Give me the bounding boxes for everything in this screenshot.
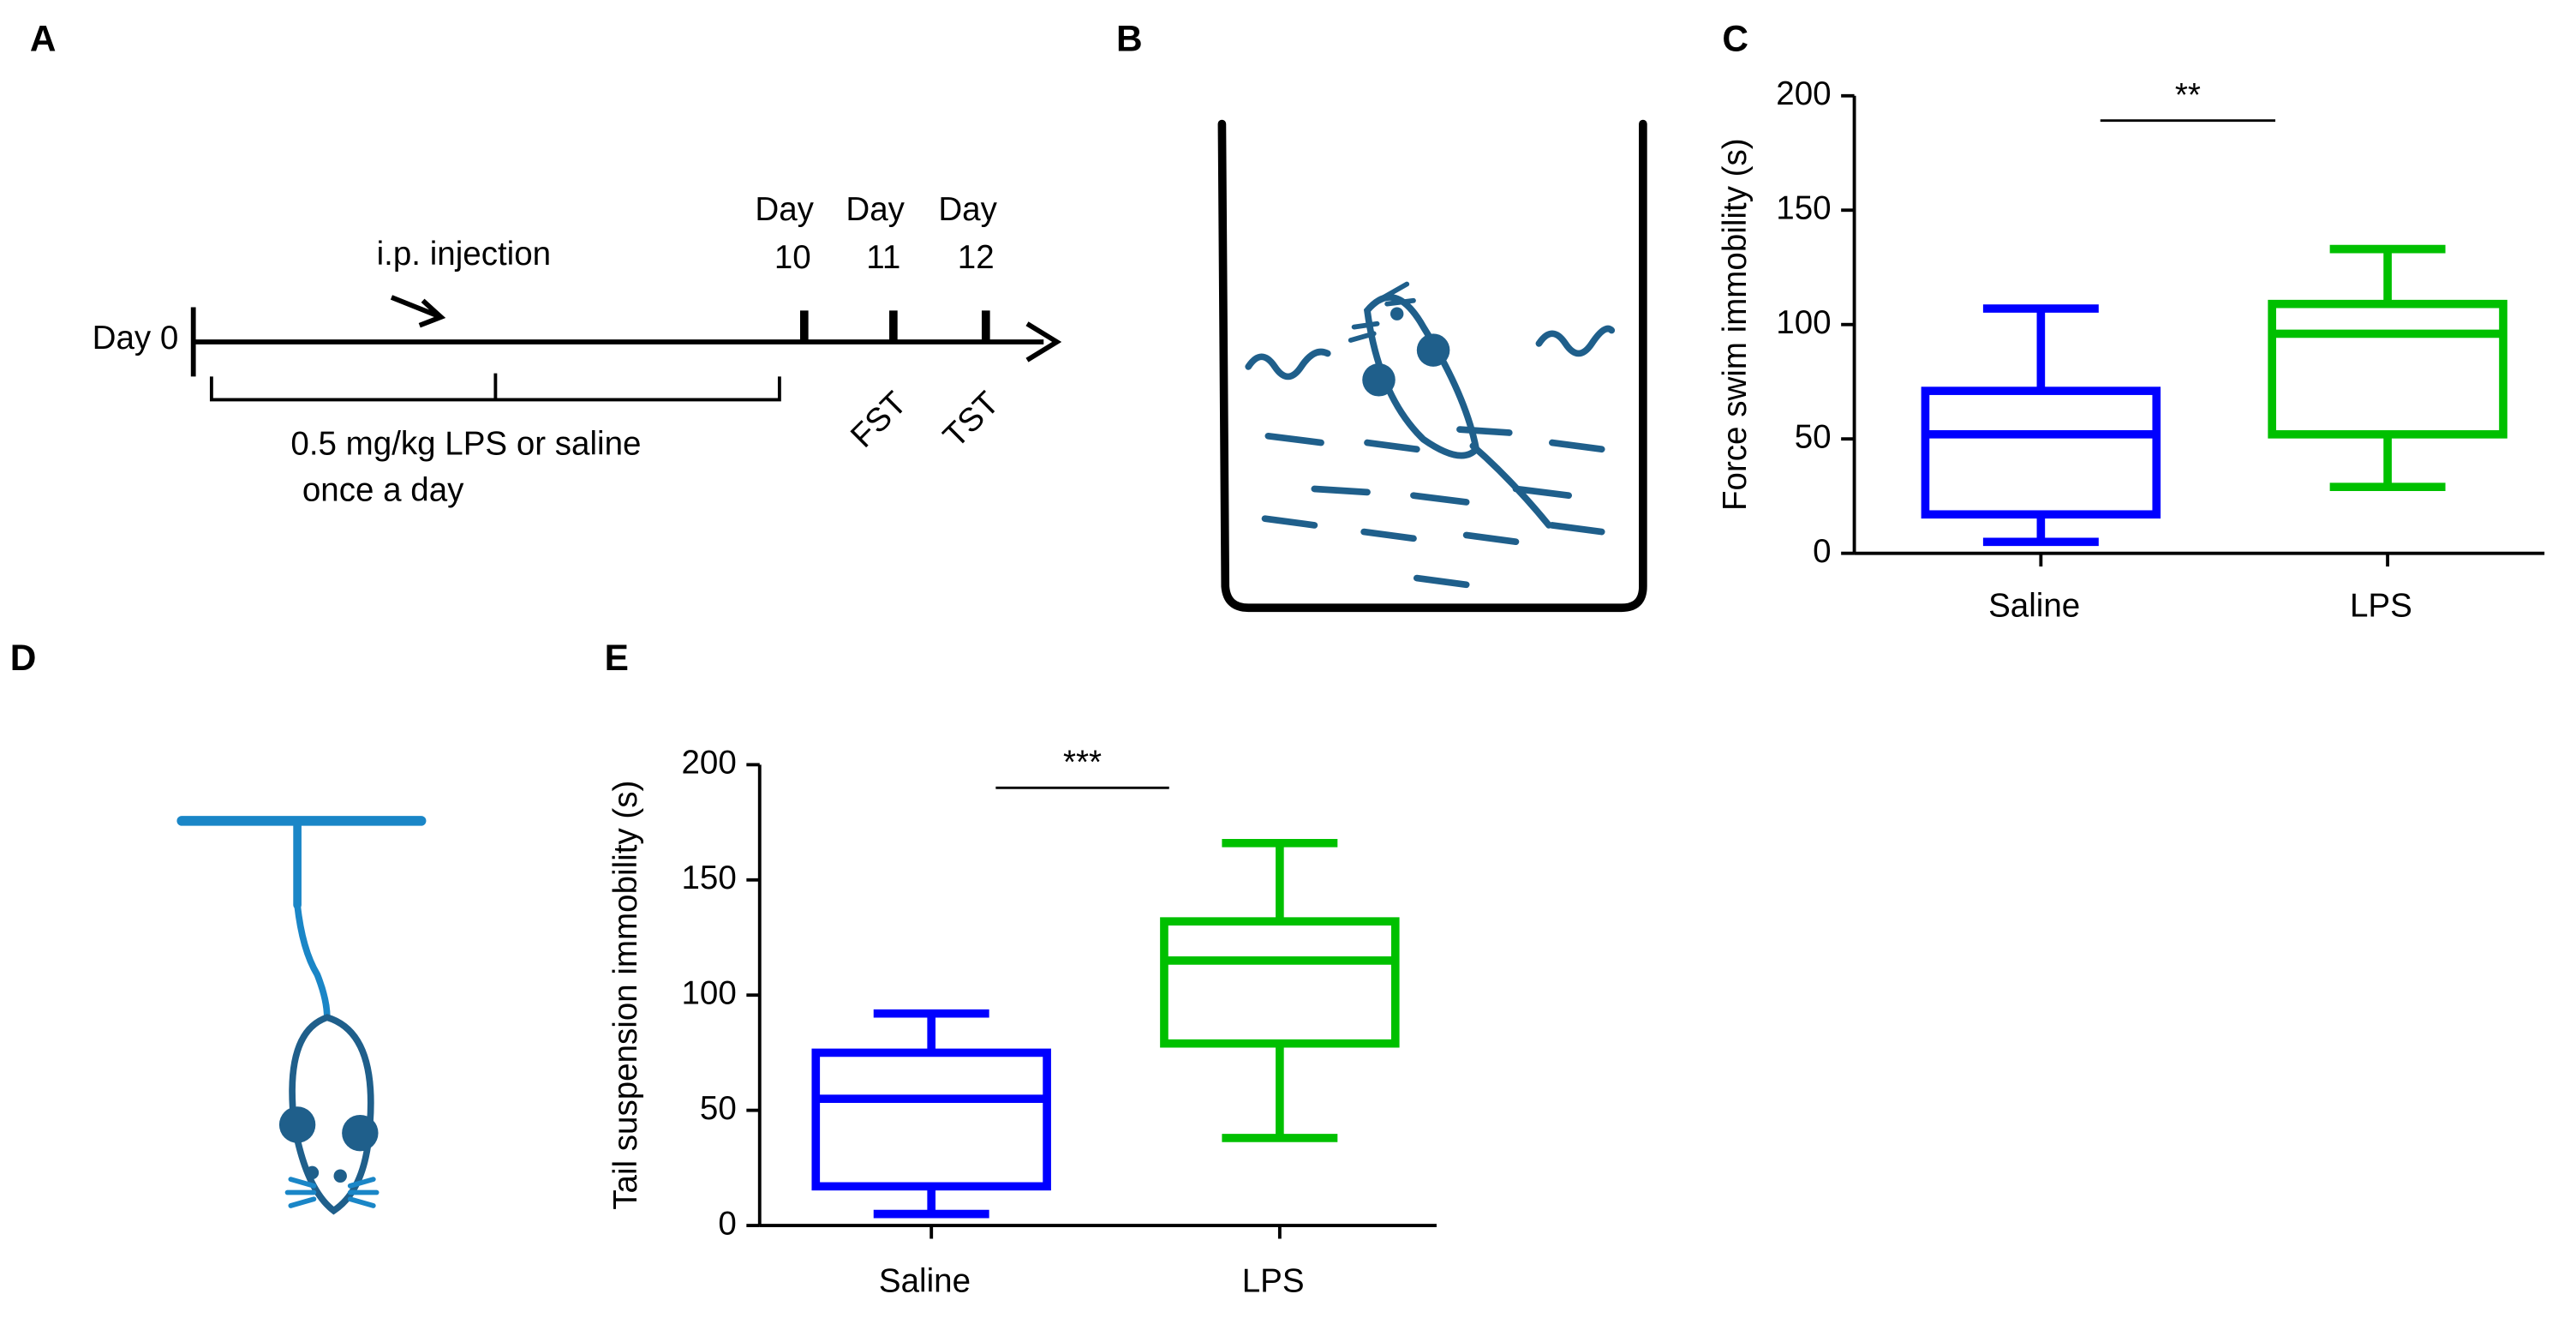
y-tick-label: 150	[681, 860, 736, 896]
x-tick-label: Saline	[1988, 587, 2080, 624]
y-tick-label: 0	[718, 1205, 736, 1242]
timeline	[190, 295, 1062, 402]
arrow-head	[1025, 321, 1062, 362]
tail-illustration	[176, 816, 427, 1215]
significance-label: **	[2175, 77, 2201, 114]
box	[1160, 917, 1400, 1048]
x-tick-label: LPS	[1242, 1263, 1305, 1300]
bracket	[209, 373, 781, 402]
wave	[1245, 348, 1331, 380]
panel-label: E	[605, 638, 629, 678]
treatment-label: once a day	[302, 472, 464, 509]
x-tick-label: Saline	[879, 1263, 971, 1300]
day-label: 10	[774, 239, 811, 276]
mouse-eye	[333, 1169, 347, 1183]
swim-illustration	[1217, 119, 1647, 613]
day-label: Day 0	[93, 320, 179, 356]
y-tick-label: 200	[681, 745, 736, 782]
mouse-eye	[1390, 307, 1404, 321]
mouse-eye	[305, 1165, 320, 1180]
x-tick-label: LPS	[2350, 587, 2412, 624]
whiskers	[1348, 281, 1416, 343]
mouse-ear	[1362, 363, 1396, 397]
test-label: TST	[936, 385, 1007, 455]
panel-label: C	[1722, 18, 1748, 58]
box	[2268, 299, 2507, 439]
y-tick-label: 150	[1776, 189, 1831, 226]
mouse-ear	[1416, 333, 1450, 367]
y-axis-label: Force swim immobility (s)	[1717, 138, 1754, 511]
y-tick-label: 50	[700, 1090, 737, 1127]
day-label: Day	[755, 191, 814, 228]
y-tick-label: 0	[1813, 533, 1831, 570]
water	[1261, 426, 1605, 589]
panel-label: D	[10, 638, 37, 678]
mouse-ear	[278, 1106, 316, 1143]
beaker	[1217, 119, 1647, 613]
day-label: 12	[958, 239, 995, 276]
box	[811, 1048, 1051, 1191]
box	[1921, 386, 2161, 519]
y-tick-label: 100	[681, 974, 736, 1011]
day-label: Day	[846, 191, 905, 228]
y-axis-label: Tail suspension immobility (s)	[607, 781, 644, 1210]
mouse-body	[289, 1014, 374, 1215]
significance-label: ***	[1063, 745, 1102, 782]
y-tick-label: 100	[1776, 304, 1831, 341]
day-label: 11	[866, 239, 900, 276]
mouse-ear	[342, 1114, 379, 1152]
injection-arrow	[390, 295, 446, 328]
day-label: Day	[938, 191, 997, 228]
y-tick-label: 50	[1795, 418, 1832, 455]
injection-label: i.p. injection	[377, 236, 551, 273]
panel-label: A	[30, 18, 57, 58]
treatment-label: 0.5 mg/kg LPS or saline	[290, 426, 641, 463]
test-label: FST	[844, 385, 914, 455]
panel-label: B	[1116, 18, 1143, 58]
whiskers	[284, 1177, 380, 1208]
y-tick-label: 200	[1776, 75, 1831, 112]
mouse-tail	[294, 902, 331, 1021]
mouse-tail	[1469, 442, 1552, 529]
wave	[1535, 325, 1616, 357]
